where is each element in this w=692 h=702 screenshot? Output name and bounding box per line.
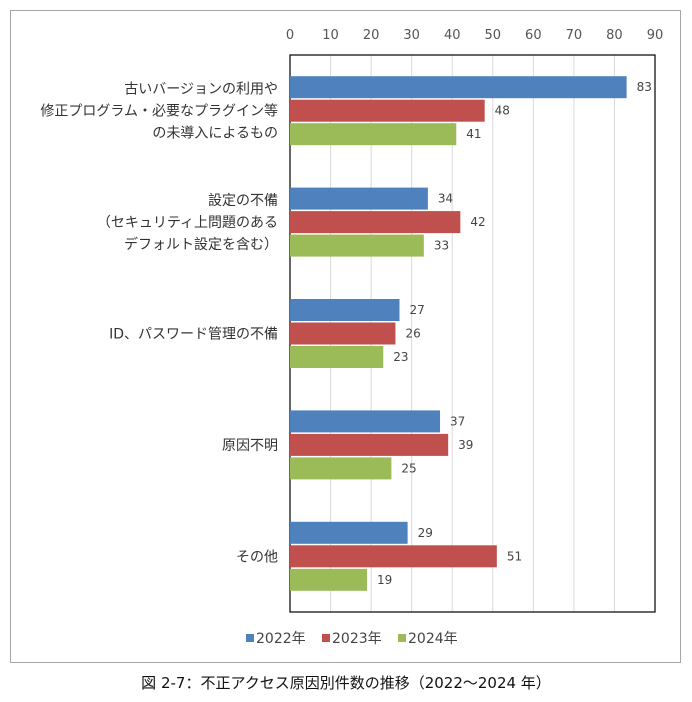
legend-label: 2023年 <box>332 631 382 647</box>
x-tick-label: 0 <box>286 28 294 43</box>
data-label: 34 <box>438 192 453 206</box>
data-label: 27 <box>410 303 425 317</box>
data-label: 33 <box>434 239 449 253</box>
category-label: 古いバージョンの利用や <box>124 82 278 98</box>
data-label: 42 <box>470 215 485 229</box>
bar <box>290 99 485 122</box>
bar-chart: 0 10 20 30 40 50 60 70 80 90 古いバージョンの利用や修正プログラム・必要… <box>40 28 664 647</box>
figure-caption: 図 2-7：不正アクセス原因別件数の推移（2022～2024 年） <box>141 674 551 692</box>
x-tick-label: 70 <box>566 28 583 43</box>
category-label: 原因不明 <box>222 438 278 454</box>
legend-label: 2024年 <box>408 631 458 647</box>
data-label: 26 <box>405 327 420 341</box>
category-label: ID、パスワード管理の不備 <box>109 327 278 343</box>
x-tick-label: 80 <box>606 28 623 43</box>
data-label: 41 <box>466 127 481 141</box>
legend-swatch <box>322 634 330 642</box>
category-label: 修正プログラム・必要なプラグイン等 <box>40 103 278 120</box>
category-label: （セキュリティ上問題のある <box>97 215 278 231</box>
data-label: 19 <box>377 573 392 587</box>
bar <box>290 433 449 456</box>
bar <box>290 299 400 321</box>
bar <box>290 410 441 433</box>
bar <box>290 545 497 568</box>
bar <box>290 76 627 99</box>
x-tick-label: 20 <box>363 28 380 43</box>
bar <box>290 211 461 234</box>
bar <box>290 346 384 368</box>
x-tick-label: 40 <box>444 28 461 43</box>
data-label: 23 <box>393 350 408 364</box>
category-label: 設定の不備 <box>208 193 278 209</box>
data-label: 25 <box>401 461 416 475</box>
bar <box>290 123 457 146</box>
bar <box>290 457 392 480</box>
x-tick-label: 10 <box>322 28 339 43</box>
legend-swatch <box>246 634 254 642</box>
category-label: デフォルト設定を含む） <box>124 236 278 253</box>
x-tick-label: 30 <box>403 28 420 43</box>
bar <box>290 187 428 210</box>
x-tick-label: 90 <box>647 28 664 43</box>
x-tick-label: 50 <box>485 28 502 43</box>
category-label: の未導入によるもの <box>152 126 278 142</box>
x-tick-label: 60 <box>525 28 542 43</box>
data-label: 39 <box>458 438 473 452</box>
bar <box>290 521 408 544</box>
bar <box>290 234 424 257</box>
data-label: 29 <box>418 526 433 540</box>
legend-label: 2022年 <box>256 631 306 647</box>
data-label: 37 <box>450 414 465 428</box>
category-label: その他 <box>236 549 278 565</box>
bar <box>290 322 396 345</box>
data-label: 83 <box>637 80 652 94</box>
legend-swatch <box>398 634 406 642</box>
data-label: 51 <box>507 549 522 563</box>
data-label: 48 <box>495 104 510 118</box>
bar <box>290 568 368 591</box>
